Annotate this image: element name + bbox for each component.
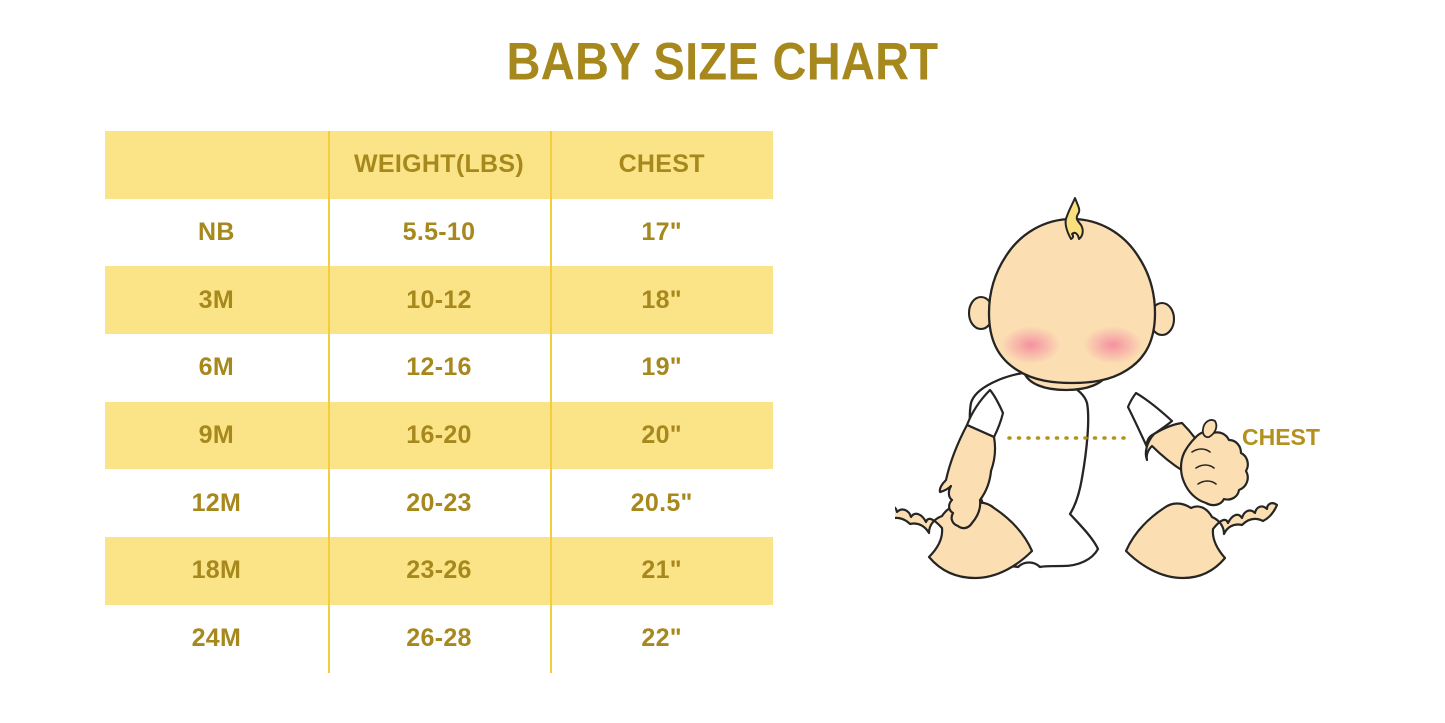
svg-text:CHEST: CHEST — [1242, 424, 1320, 450]
